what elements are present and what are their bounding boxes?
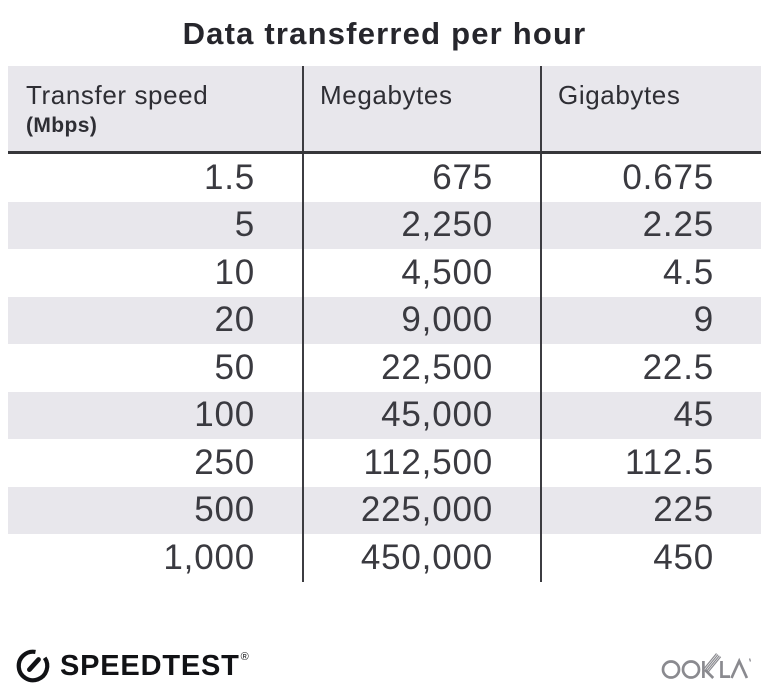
table-cell: 1.5: [203, 157, 255, 197]
table-cell: 675: [302, 154, 540, 202]
table-cell: 5: [234, 205, 255, 245]
table-row: 1,000 450,000 450: [8, 534, 761, 582]
table-cell: 2.25: [540, 201, 761, 249]
table-cell: 45,000: [302, 391, 540, 439]
speedtest-wordmark: SPEEDTEST: [60, 649, 240, 682]
table-cell: 4.5: [540, 249, 761, 297]
footer: SPEEDTEST ®: [0, 644, 769, 688]
column-header-megabytes: Megabytes: [302, 66, 540, 151]
data-table: Transfer speed (Mbps) Megabytes Gigabyte…: [8, 66, 761, 582]
table-row: 50 22,500 22.5: [8, 344, 761, 392]
speedtest-logo: SPEEDTEST ®: [14, 647, 249, 685]
table-cell: 2,250: [302, 201, 540, 249]
table-row: 10 4,500 4.5: [8, 249, 761, 297]
table-header-row: Transfer speed (Mbps) Megabytes Gigabyte…: [8, 66, 761, 154]
table-cell: 1,000: [163, 537, 255, 577]
table-cell: 250: [194, 442, 255, 482]
column-header-label: Megabytes: [320, 80, 453, 110]
table-row: 500 225,000 225: [8, 486, 761, 534]
table-cell: 50: [214, 347, 255, 387]
column-header-label: Transfer speed: [26, 80, 209, 110]
column-header-transfer-speed: Transfer speed (Mbps): [8, 66, 302, 151]
ookla-wordmark-icon: [661, 653, 752, 679]
speedometer-gauge-icon: [16, 649, 50, 683]
column-header-label: Gigabytes: [558, 80, 681, 110]
ookla-logo: [661, 649, 757, 683]
table-row: 20 9,000 9: [8, 296, 761, 344]
table-cell: 450: [540, 534, 761, 582]
table-cell: 0.675: [540, 154, 761, 202]
table-cell: 22.5: [540, 344, 761, 392]
column-header-gigabytes: Gigabytes: [540, 66, 761, 151]
table-cell: 112.5: [540, 439, 761, 487]
table-row: 1.5 675 0.675: [8, 154, 761, 202]
table-cell: 9: [540, 296, 761, 344]
table-row: 250 112,500 112.5: [8, 439, 761, 487]
page-title: Data transferred per hour: [182, 16, 587, 51]
table-cell: 450,000: [302, 534, 540, 582]
registered-trademark-icon: ®: [240, 651, 249, 663]
table-row: 5 2,250 2.25: [8, 201, 761, 249]
table-cell: 4,500: [302, 249, 540, 297]
column-header-unit: (Mbps): [26, 114, 98, 137]
table-cell: 100: [194, 395, 255, 435]
table-row: 100 45,000 45: [8, 391, 761, 439]
table-cell: 10: [214, 252, 255, 292]
table-cell: 500: [194, 490, 255, 530]
table-cell: 225,000: [302, 486, 540, 534]
table-body: 1.5 675 0.675 5 2,250 2.25 10 4,500 4.5 20 9,000 9 5…: [8, 154, 761, 582]
table-cell: 22,500: [302, 344, 540, 392]
table-cell: 9,000: [302, 296, 540, 344]
table-cell: 112,500: [302, 439, 540, 487]
table-cell: 45: [540, 391, 761, 439]
table-cell: 20: [214, 300, 255, 340]
table-cell: 225: [540, 486, 761, 534]
